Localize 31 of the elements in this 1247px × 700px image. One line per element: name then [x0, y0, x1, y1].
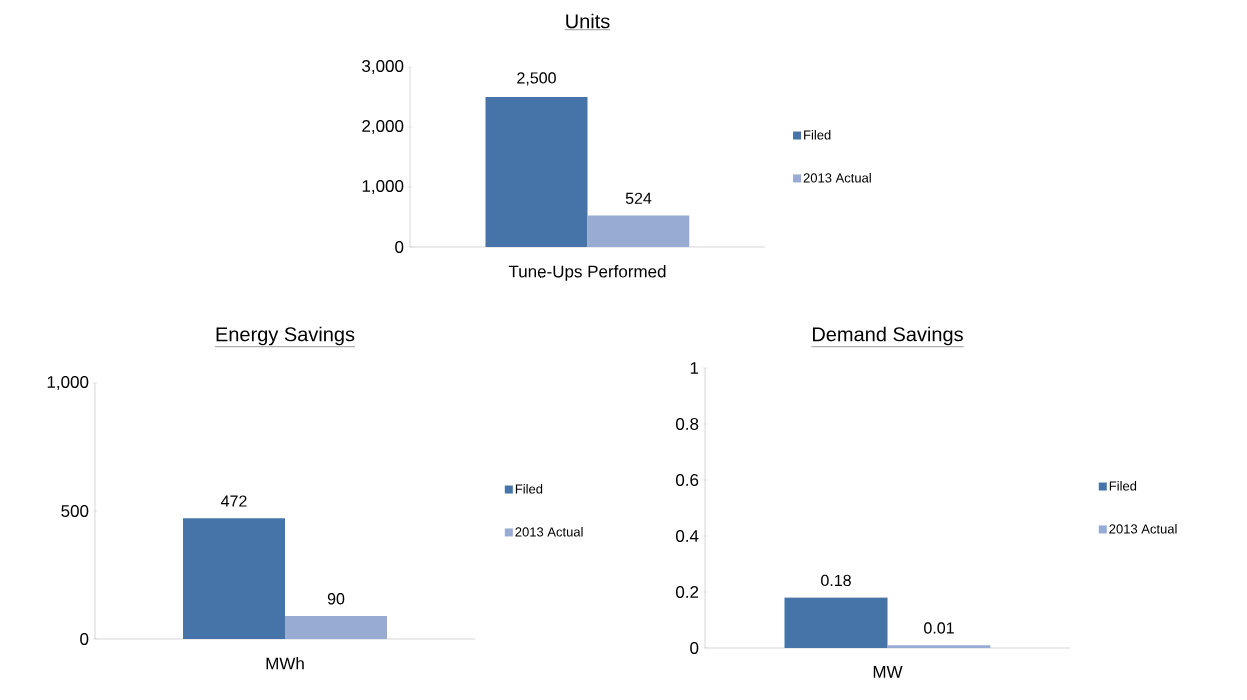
- legend-label: 2013 Actual: [515, 526, 583, 537]
- y-tick-label: 0: [690, 641, 699, 655]
- legend-label: Filed: [804, 130, 831, 140]
- y-tick-label: 0: [395, 240, 404, 254]
- y-tick-label: 0.2: [676, 585, 699, 599]
- y-tick-label: 1,000: [362, 179, 404, 195]
- x-tick-label: MW: [873, 666, 903, 678]
- y-tick-label: 2,000: [362, 119, 404, 135]
- y-tick-label: 3,000: [362, 59, 404, 75]
- data-label: 2,500: [517, 72, 556, 86]
- y-tick-label: 500: [61, 504, 89, 518]
- data-label: 0.18: [821, 574, 851, 587]
- chart-title: Units: [566, 13, 610, 29]
- x-tick-label: MWh: [266, 657, 304, 670]
- legend-label: 2013 Actual: [1109, 523, 1177, 534]
- legend-label: 2013 Actual: [803, 172, 871, 183]
- y-tick-label: 1,000: [47, 375, 89, 391]
- y-tick-label: 0.6: [676, 473, 699, 487]
- y-tick-label: 1: [690, 362, 699, 374]
- data-label: 0.01: [924, 622, 954, 634]
- y-tick-label: 0.8: [676, 417, 699, 431]
- x-tick-label: Tune-Ups Performed: [508, 265, 666, 281]
- legend-label: Filed: [1109, 481, 1137, 491]
- data-label: 472: [221, 495, 247, 507]
- legend-label: Filed: [515, 484, 543, 494]
- y-tick-label: 0: [80, 632, 89, 646]
- data-label: 90: [327, 593, 345, 605]
- chart-title: Energy Savings: [216, 326, 355, 346]
- y-tick-label: 0.4: [676, 529, 699, 543]
- chart-title: Demand Savings: [813, 326, 963, 346]
- data-label: 524: [625, 192, 652, 205]
